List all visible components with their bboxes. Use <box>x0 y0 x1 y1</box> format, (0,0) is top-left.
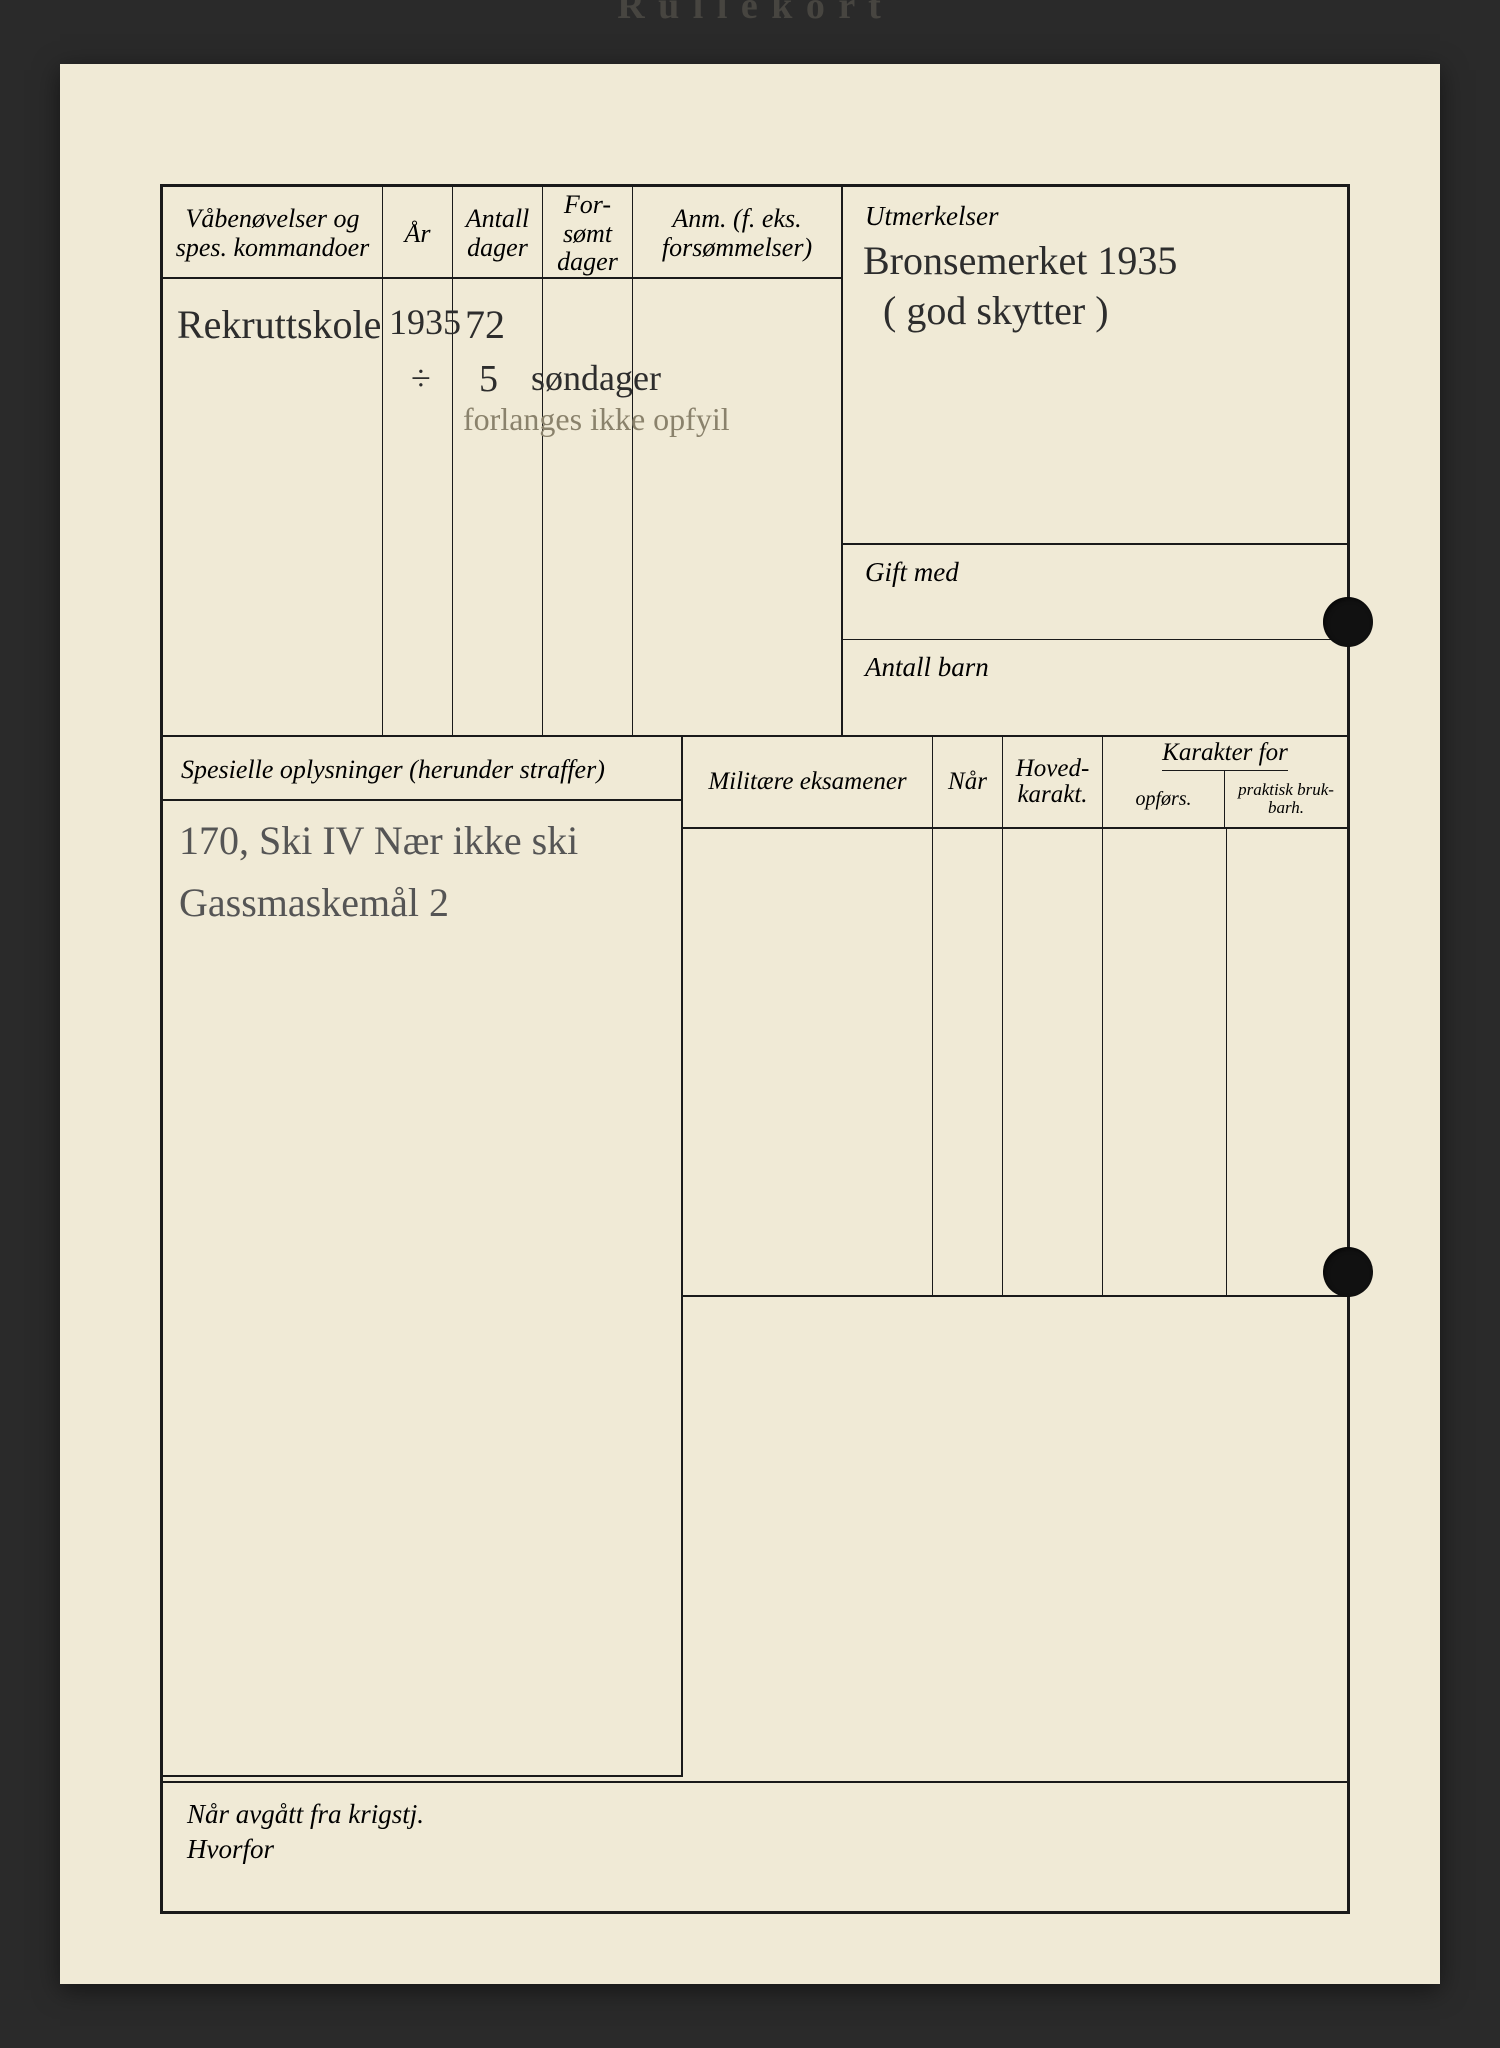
mid-row: Spesielle oplysninger (herunder straffer… <box>163 737 1347 1297</box>
sub-opfors: opførs. <box>1103 771 1225 827</box>
hand-rekruttskole: Rekruttskole <box>177 301 381 348</box>
col-eksamener: Militære eksamener <box>683 737 933 827</box>
hand-minus: ÷ <box>411 357 431 399</box>
eksamener-body <box>683 829 1347 1295</box>
weapons-table-header: Våbenøvelser og spes. kommandoer År Anta… <box>163 187 841 279</box>
col-hovedkarakt: Hoved- karakt. <box>1003 737 1103 827</box>
spesielle-extension <box>162 1297 683 1777</box>
hand-bronsemerket: Bronsemerket 1935 <box>863 237 1177 284</box>
weapons-exercise-table: Våbenøvelser og spes. kommandoer År Anta… <box>163 187 843 735</box>
hand-god-skytter: ( god skytter ) <box>883 287 1109 334</box>
weapons-table-body: Rekruttskole 1935 72 ÷ 5 søndager forlan… <box>163 279 841 735</box>
hand-sondager: søndager <box>531 357 661 399</box>
avgatt-box: Når avgått fra krigstj. Hvorfor <box>163 1781 1347 1911</box>
col-ar: År <box>383 187 453 281</box>
avgatt-line2: Hvorfor <box>187 1832 1347 1867</box>
karakter-for-label: Karakter for <box>1162 737 1288 771</box>
utmerkelser-label: Utmerkelser <box>843 187 1347 232</box>
paper-card: R u l l e k o r t Våbenøvelser og spes. … <box>60 64 1440 1984</box>
form-frame: Våbenøvelser og spes. kommandoer År Anta… <box>160 184 1350 1914</box>
punch-hole-icon <box>1323 597 1373 647</box>
col-nar: Når <box>933 737 1003 827</box>
antall-barn-label: Antall barn <box>865 652 989 682</box>
col-kommandoer: Våbenøvelser og spes. kommandoer <box>163 187 383 281</box>
utmerkelser-box: Utmerkelser Bronsemerket 1935 ( god skyt… <box>843 187 1347 543</box>
gift-med-label: Gift med <box>865 557 959 587</box>
bleed-through-text: R u l l e k o r t <box>617 0 883 28</box>
gift-med-box: Gift med <box>843 543 1347 639</box>
spesielle-oplysninger-box: Spesielle oplysninger (herunder straffer… <box>163 737 683 1297</box>
col-forsomt-dager: For- sømt dager <box>543 187 633 281</box>
punch-hole-icon <box>1323 1247 1373 1297</box>
hand-year-1935: 1935 <box>389 301 461 343</box>
antall-barn-box: Antall barn <box>843 639 1347 735</box>
col-anm: Anm. (f. eks. forsømmelser) <box>633 187 841 281</box>
hand-gassmaskemaal: Gassmaskemål 2 <box>179 879 449 926</box>
sub-praktisk: praktisk bruk- barh. <box>1225 771 1347 827</box>
col-karakter-for: Karakter for opførs. praktisk bruk- barh… <box>1103 737 1347 827</box>
hand-170-ski: 170, Ski IV Nær ikke ski <box>179 817 578 864</box>
top-row: Våbenøvelser og spes. kommandoer År Anta… <box>163 187 1347 737</box>
militaere-eksamener-table: Militære eksamener Når Hoved- karakt. Ka… <box>683 737 1347 1297</box>
hand-forlanges: forlanges ikke opfyil <box>463 401 730 438</box>
eksamener-header: Militære eksamener Når Hoved- karakt. Ka… <box>683 737 1347 829</box>
hand-5: 5 <box>479 357 498 401</box>
hand-72: 72 <box>465 301 505 348</box>
avgatt-line1: Når avgått fra krigstj. <box>187 1797 1347 1832</box>
col-antall-dager: Antall dager <box>453 187 543 281</box>
right-top-column: Utmerkelser Bronsemerket 1935 ( god skyt… <box>843 187 1347 735</box>
spesielle-label: Spesielle oplysninger (herunder straffer… <box>163 737 681 801</box>
